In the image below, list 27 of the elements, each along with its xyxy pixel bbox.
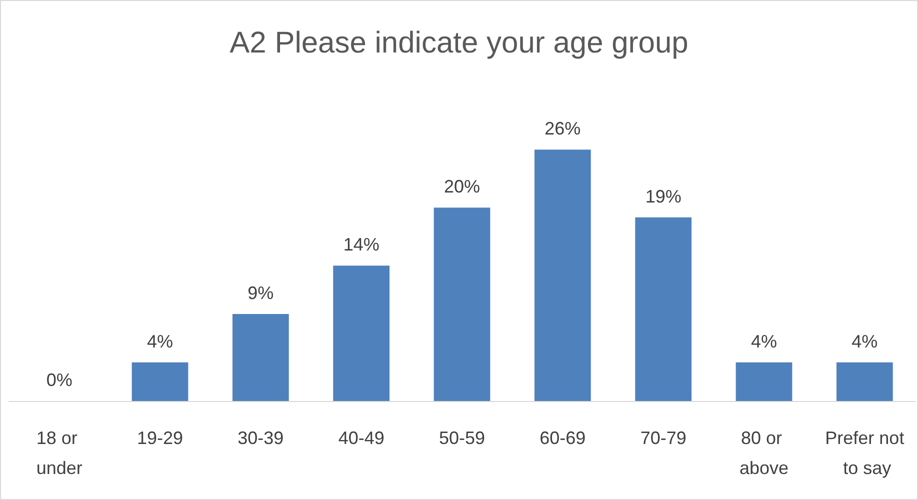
data-label: 9%: [248, 283, 274, 303]
x-tick-label: 18 or under: [36, 428, 82, 478]
bar: [534, 150, 591, 401]
data-label: 26%: [544, 118, 581, 139]
chart-title: A2 Please indicate your age group: [230, 26, 688, 60]
x-tick-label: 80 or above: [739, 428, 789, 478]
x-tick-label: 60-69: [540, 428, 586, 448]
x-tick-label: 30-39: [238, 428, 284, 448]
bar: [333, 266, 390, 401]
x-tick-label: 40-49: [338, 428, 384, 448]
data-label: 4%: [852, 331, 878, 352]
x-tick-label: 19-29: [136, 428, 184, 448]
data-label: 4%: [146, 331, 174, 352]
bar: [232, 314, 289, 401]
data-label: 20%: [444, 176, 480, 197]
x-tick-label: Prefer not to say: [825, 428, 904, 478]
bar: [836, 362, 893, 401]
bar: [635, 217, 692, 401]
bar: [736, 362, 792, 401]
data-label: 4%: [750, 331, 778, 352]
data-label: 0%: [46, 370, 72, 390]
x-tick-label: 50-59: [438, 428, 486, 448]
data-label: 19%: [645, 186, 682, 206]
bar: [434, 208, 490, 401]
data-label: 14%: [343, 234, 380, 255]
x-tick-label: 70-79: [640, 428, 686, 448]
bar: [132, 362, 188, 401]
